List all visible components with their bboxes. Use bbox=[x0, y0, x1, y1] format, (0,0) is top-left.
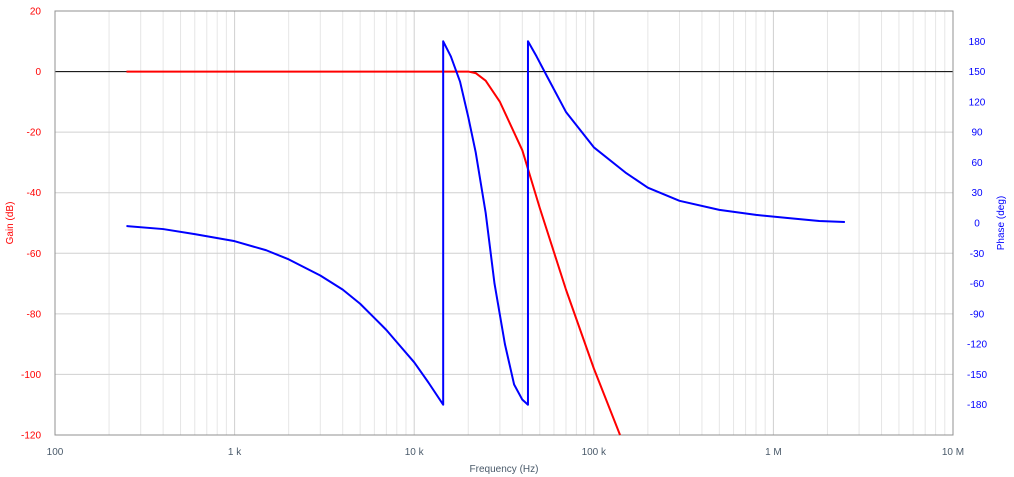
x-tick-label: 10 M bbox=[942, 447, 964, 458]
left-y-tick-label: -20 bbox=[27, 128, 42, 139]
series-layer bbox=[126, 40, 845, 436]
x-axis-title: Frequency (Hz) bbox=[470, 464, 539, 475]
left-y-axis-ticks: 20 0 -20 -40 -60 -80 -100 -120 bbox=[21, 7, 41, 442]
x-axis-ticks: 100 1 k 10 k 100 k 1 M 10 M bbox=[47, 447, 964, 458]
gain-curve bbox=[126, 70, 621, 436]
right-y-tick-label: -60 bbox=[970, 279, 985, 290]
right-y-tick-label: 150 bbox=[969, 67, 986, 78]
x-tick-label: 1 k bbox=[228, 447, 242, 458]
left-y-tick-label: -80 bbox=[27, 309, 42, 320]
right-y-tick-label: 90 bbox=[971, 128, 983, 139]
phase-curve bbox=[126, 40, 845, 406]
right-y-tick-label: -90 bbox=[970, 309, 985, 320]
right-y-tick-label: 30 bbox=[971, 188, 983, 199]
right-y-axis-title: Phase (deg) bbox=[996, 196, 1007, 250]
left-y-tick-label: -40 bbox=[27, 188, 42, 199]
right-y-tick-label: -150 bbox=[967, 370, 987, 381]
plot-area-frame bbox=[54, 10, 954, 436]
right-y-tick-label: -30 bbox=[970, 249, 985, 260]
left-y-tick-label: 0 bbox=[35, 67, 41, 78]
x-tick-label: 10 k bbox=[405, 447, 425, 458]
right-y-tick-label: -180 bbox=[967, 400, 987, 411]
left-y-axis-title: Gain (dB) bbox=[5, 202, 16, 245]
right-y-tick-label: 0 bbox=[974, 219, 980, 230]
left-y-tick-label: 20 bbox=[30, 7, 42, 18]
right-y-axis-ticks: 180 150 120 90 60 30 0 -30 -60 -90 -120 -150 -180 bbox=[967, 37, 987, 411]
right-y-tick-label: 120 bbox=[969, 97, 986, 108]
right-y-tick-label: -120 bbox=[967, 340, 987, 351]
left-y-tick-label: -100 bbox=[21, 370, 41, 381]
x-tick-label: 100 bbox=[47, 447, 64, 458]
right-y-tick-label: 180 bbox=[969, 37, 986, 48]
right-y-tick-label: 60 bbox=[971, 158, 983, 169]
x-tick-label: 1 M bbox=[765, 447, 782, 458]
x-tick-label: 100 k bbox=[582, 447, 607, 458]
left-y-tick-label: -120 bbox=[21, 431, 41, 442]
left-y-tick-label: -60 bbox=[27, 249, 42, 260]
minor-gridlines bbox=[108, 11, 946, 435]
